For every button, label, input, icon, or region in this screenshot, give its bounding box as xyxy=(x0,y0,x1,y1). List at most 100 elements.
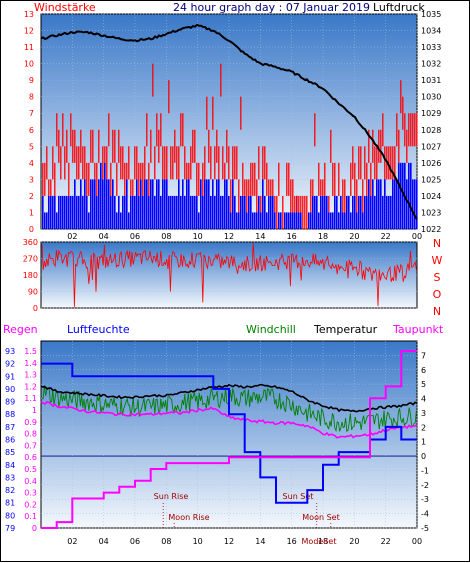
p2-left-tick-label: 0 xyxy=(33,304,38,313)
wind-direction-line xyxy=(41,242,417,308)
p3-humidity-tick-label: 83 xyxy=(5,473,15,482)
wind-mean-bar xyxy=(374,195,376,229)
wind-mean-bar xyxy=(310,212,312,229)
p1-right-tick-label: 1035 xyxy=(421,10,441,19)
wind-mean-bar xyxy=(288,212,290,229)
wind-mean-bar xyxy=(350,212,352,229)
p2-compass-label: S xyxy=(434,271,441,284)
wind-mean-bar xyxy=(340,195,342,229)
wind-mean-bar xyxy=(352,195,354,229)
annotation-label: Moon Rise xyxy=(168,513,209,522)
wind-mean-bar xyxy=(294,212,296,229)
wind-mean-bar xyxy=(182,179,184,229)
wind-mean-bar xyxy=(298,212,300,229)
p3-humidity-tick-label: 87 xyxy=(5,423,15,432)
wind-mean-bar xyxy=(44,212,46,229)
p3-rain-tick-label: 0.5 xyxy=(24,465,37,474)
p3-temp-tick-label: 5 xyxy=(421,380,426,389)
wind-mean-bar xyxy=(210,195,212,229)
wind-mean-bar xyxy=(120,212,122,229)
wind-mean-bar xyxy=(272,195,274,229)
wind-mean-bar xyxy=(46,212,48,229)
wind-mean-bar xyxy=(108,179,110,229)
wind-mean-bar xyxy=(212,179,214,229)
p3-temp-tick-label: 1 xyxy=(421,438,426,447)
wind-mean-bar xyxy=(290,212,292,229)
p3-humidity-tick-label: 89 xyxy=(5,398,15,407)
wind-mean-bar xyxy=(226,179,228,229)
p3-humidity-tick-label: 93 xyxy=(5,347,15,356)
p3-temp-tick-label: 7 xyxy=(421,351,426,360)
wind-mean-bar xyxy=(178,179,180,229)
p1-x-tick-label: 08 xyxy=(161,232,171,241)
p1-left-tick-label: 0 xyxy=(29,225,34,234)
legend-windchill: Windchill xyxy=(246,323,296,336)
dewpoint-line xyxy=(40,401,418,439)
wind-mean-bar xyxy=(358,195,360,229)
p3-rain-tick-label: 0.1 xyxy=(24,512,37,521)
p3-humidity-tick-label: 91 xyxy=(5,372,15,381)
wind-mean-bar xyxy=(188,179,190,229)
wind-mean-bar xyxy=(318,212,320,229)
wind-mean-bar xyxy=(390,195,392,229)
wind-mean-bar xyxy=(364,195,366,229)
p3-x-tick-label: 08 xyxy=(161,537,171,546)
p1-x-tick-label: 12 xyxy=(224,232,234,241)
p3-rain-tick-label: 0.7 xyxy=(24,441,37,450)
p3-humidity-tick-label: 80 xyxy=(5,511,15,520)
p1-right-tick-label: 1032 xyxy=(421,60,441,69)
chart-title: 24 hour graph day : 07 Januar 2019 xyxy=(173,1,370,14)
wind-mean-bar xyxy=(122,195,124,229)
p3-humidity-tick-label: 81 xyxy=(5,499,15,508)
wind-mean-bar xyxy=(328,212,330,229)
temperature-line xyxy=(40,383,418,413)
wind-mean-bar xyxy=(66,195,68,229)
wind-mean-bar xyxy=(74,179,76,229)
p3-rain-tick-label: 0.6 xyxy=(24,453,37,462)
wind-mean-bar xyxy=(280,212,282,229)
wind-mean-bar xyxy=(254,212,256,229)
wind-mean-bar xyxy=(414,179,416,229)
wind-mean-bar xyxy=(230,212,232,229)
wind-mean-bar xyxy=(136,179,138,229)
p1-right-tick-label: 1026 xyxy=(421,159,441,168)
wind-mean-bar xyxy=(152,179,154,229)
p3-temp-tick-label: -5 xyxy=(421,524,429,533)
p3-rain-tick-label: 0.4 xyxy=(24,477,37,486)
wind-mean-bar xyxy=(398,162,400,229)
p1-x-tick-label: 00 xyxy=(412,232,422,241)
p3-rain-tick-label: 1.5 xyxy=(24,347,37,356)
wind-mean-bar xyxy=(246,212,248,229)
wind-mean-bar xyxy=(102,179,104,229)
wind-mean-bar xyxy=(344,212,346,229)
p1-x-tick-label: 18 xyxy=(318,232,328,241)
wind-mean-bar xyxy=(334,195,336,229)
wind-mean-bar xyxy=(94,179,96,229)
wind-mean-bar xyxy=(360,195,362,229)
p3-temp-tick-label: 2 xyxy=(421,423,426,432)
wind-mean-bar xyxy=(42,195,44,229)
wind-mean-bar xyxy=(158,179,160,229)
wind-mean-bar xyxy=(106,179,108,229)
wind-mean-bar xyxy=(146,179,148,229)
wind-mean-bar xyxy=(370,195,372,229)
p3-rain-tick-label: 0.9 xyxy=(24,418,37,427)
p1-right-tick-label: 1023 xyxy=(421,208,441,217)
wind-mean-bar xyxy=(336,195,338,229)
wind-mean-bar xyxy=(314,195,316,229)
wind-mean-bar xyxy=(342,212,344,229)
wind-mean-bar xyxy=(268,195,270,229)
wind-mean-bar xyxy=(118,195,120,229)
p1-x-tick-label: 02 xyxy=(67,232,77,241)
p1-left-tick-label: 7 xyxy=(29,109,34,118)
p1-left-tick-label: 2 xyxy=(29,192,34,201)
rain-line xyxy=(41,350,417,529)
wind-mean-bar xyxy=(144,179,146,229)
p3-rain-tick-label: 1.2 xyxy=(24,382,37,391)
wind-mean-bar xyxy=(394,179,396,229)
p3-rain-tick-label: 0.2 xyxy=(24,500,37,509)
p1-right-tick-label: 1029 xyxy=(421,109,441,118)
p1-left-tick-label: 1 xyxy=(29,208,34,217)
wind-mean-bar xyxy=(168,195,170,229)
wind-mean-bar xyxy=(200,179,202,229)
